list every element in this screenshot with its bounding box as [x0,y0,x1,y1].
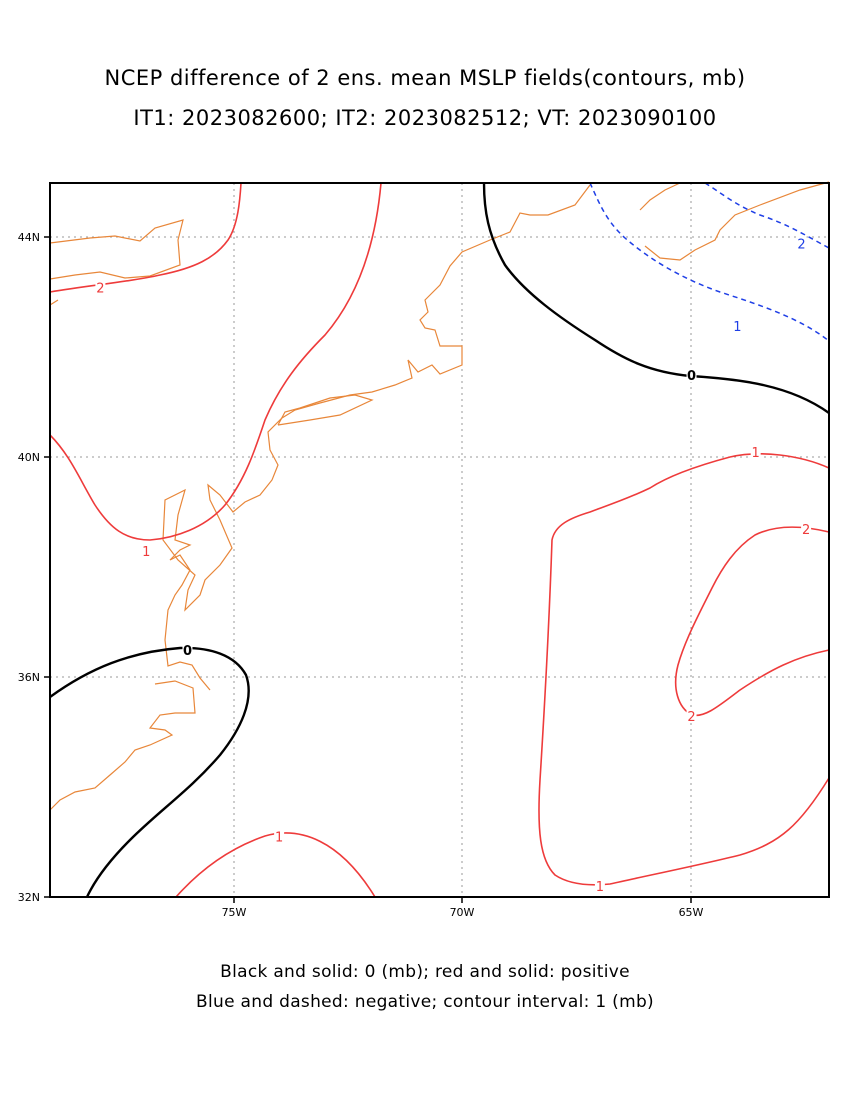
chart-subtitle: IT1: 2023082600; IT2: 2023082512; VT: 20… [133,106,717,130]
coastline-nova-scotia-west [639,182,681,211]
contour-label-bg [686,367,697,383]
chart-title: NCEP difference of 2 ens. mean MSLP fiel… [104,66,746,90]
contour-label: 0 [687,369,696,384]
x-tick-label-70w: 70W [450,906,475,919]
contour-label: 2 [802,523,810,538]
coastline-long-island [277,394,374,426]
coastline-great-lakes [49,219,184,280]
coastline-lake-erie-edge [49,299,59,306]
contour-zero-sw [49,646,250,898]
contour-labels: 2 1 0 1 0 2 1 1 2 2 1 [95,235,812,895]
contour-label-bg [796,235,807,251]
contour-positive-2-east [674,526,830,717]
contour-label: 2 [687,710,695,725]
contour-negative-2 [704,182,830,249]
contour-label-bg [594,878,605,894]
contour-label-bg [801,521,812,537]
coastline-carolina [49,680,196,811]
contour-label: 0 [183,644,192,659]
contour-label-bg [141,542,152,558]
contours [49,182,830,898]
contour-zero-ne [482,182,830,414]
contour-label-bg [182,641,193,657]
contour-label-bg [95,279,106,295]
map-frame [49,182,830,898]
contour-label: 1 [733,320,741,335]
y-tick-label-32n: 32N [18,891,40,904]
contour-label: 1 [596,880,604,895]
legend-caption-line1: Black and solid: 0 (mb); red and solid: … [220,962,630,982]
contour-label: 1 [752,446,760,461]
contour-label: 2 [797,237,805,252]
contour-positive-1-south [175,832,376,898]
coastline-east-coast [162,184,591,691]
y-tick-label-44n: 44N [18,231,40,244]
y-tick-label-40n: 40N [18,451,40,464]
contour-label-bg [732,317,743,333]
contour-positive-1-west [49,182,382,541]
contour-label-bg [750,444,761,460]
x-tick-label-65w: 65W [679,906,704,919]
y-tick-label-36n: 36N [18,671,40,684]
contour-label: 1 [142,545,150,560]
coastline [49,181,830,811]
contour-label: 1 [275,831,283,846]
legend-caption-line2: Blue and dashed: negative; contour inter… [196,992,654,1012]
x-tick-label-75w: 75W [222,906,247,919]
coastline-nova-scotia [644,181,830,261]
tick-marks [44,236,692,903]
grid-lines [50,183,829,897]
contour-label: 2 [96,281,104,296]
contour-negative-1 [589,182,830,342]
contour-label-bg [686,707,697,723]
contour-positive-1-east [538,453,830,886]
contour-label-bg [274,828,285,844]
